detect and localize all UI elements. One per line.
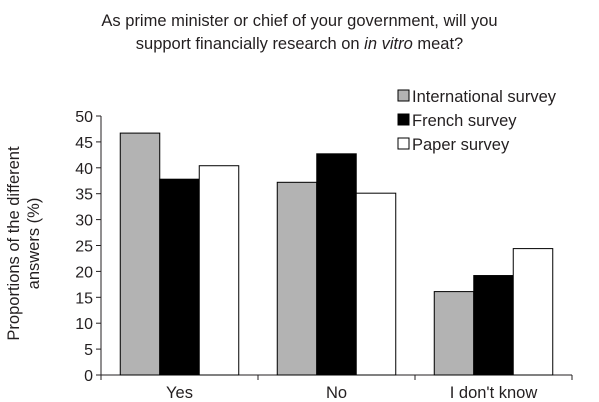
y-axis-title: Proportions of the different answers (%) (5, 146, 43, 341)
legend-swatch (397, 137, 410, 150)
legend-swatch (397, 89, 410, 102)
legend: International survey French survey Paper s… (397, 88, 557, 154)
bars (119, 132, 554, 376)
x-axis: Yes No I don't know (100, 374, 573, 402)
y-tick-label: 50 (75, 109, 93, 126)
y-tick-label: 20 (75, 264, 93, 281)
bar (473, 275, 514, 376)
y-axis: 0 5 10 15 20 25 30 35 40 45 50 (75, 109, 102, 385)
bar (198, 165, 240, 376)
chart-title-part: meat? (412, 35, 464, 53)
x-tick-label: I don't know (450, 384, 538, 402)
bar (355, 192, 397, 376)
bar (159, 178, 200, 376)
chart-title-part: in vitro (364, 35, 413, 53)
y-tick-label: 45 (75, 135, 93, 152)
y-tick-label: 40 (75, 161, 93, 178)
y-axis-title-line: Proportions of the different (5, 146, 23, 341)
y-tick-label: 10 (75, 316, 93, 333)
x-tick-label: Yes (166, 384, 193, 402)
bar (512, 248, 554, 376)
y-tick-label: 5 (84, 342, 93, 359)
y-tick-label: 25 (75, 239, 93, 256)
bar (433, 291, 475, 376)
y-tick-label: 30 (75, 213, 93, 230)
legend-label: Paper survey (412, 136, 510, 154)
chart-title-part: support financially research on (135, 35, 365, 53)
y-axis-title-line: answers (%) (25, 198, 43, 290)
chart-title: As prime minister or chief of your gover… (0, 10, 599, 56)
y-tick-label: 0 (84, 368, 93, 385)
legend-label: French survey (412, 112, 517, 130)
bar (316, 153, 357, 376)
y-tick-label: 35 (75, 187, 93, 204)
legend-swatch (397, 113, 410, 126)
chart-title-part: As prime minister or chief of your gover… (101, 12, 498, 30)
bar (119, 132, 161, 376)
bar (276, 181, 318, 376)
y-tick-label: 15 (75, 290, 93, 307)
x-tick-label: No (326, 384, 347, 402)
legend-label: International survey (412, 88, 557, 106)
